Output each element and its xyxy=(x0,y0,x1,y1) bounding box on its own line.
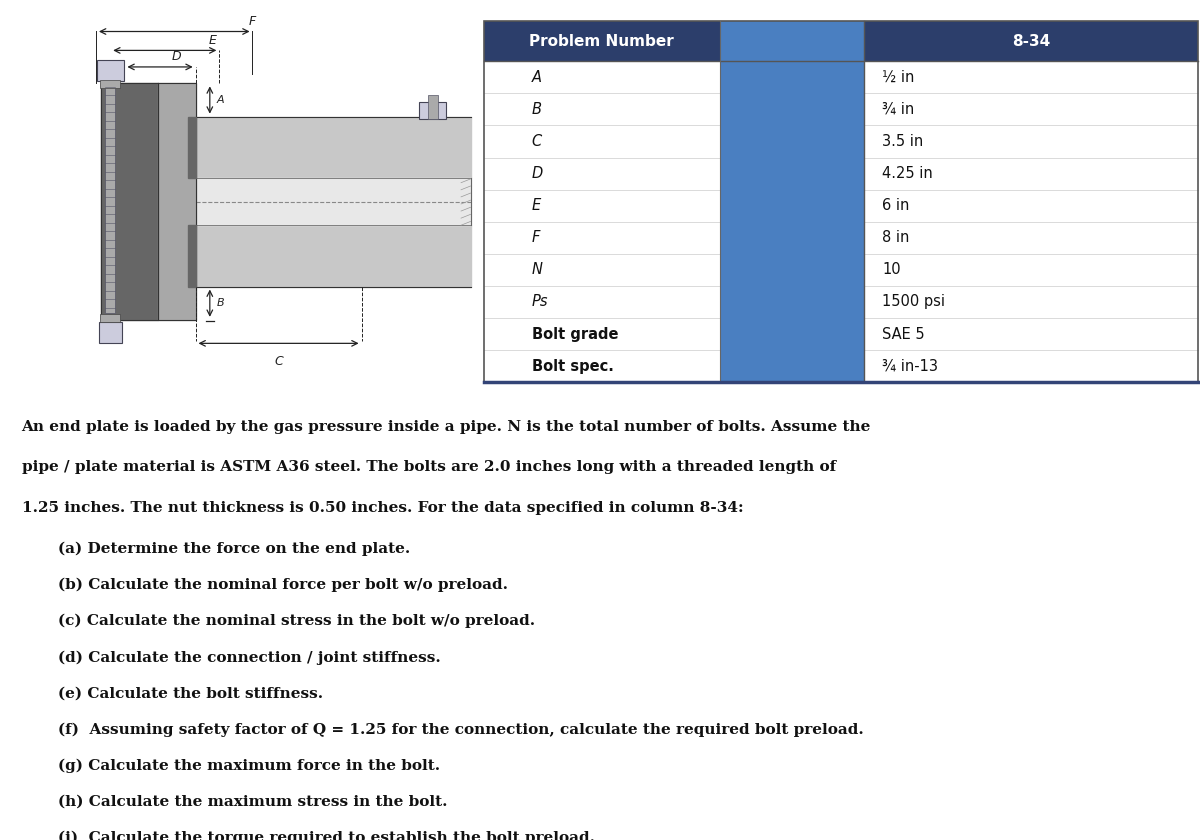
Text: 4.25 in: 4.25 in xyxy=(882,166,932,181)
Text: (c) Calculate the nominal stress in the bolt w/o preload.: (c) Calculate the nominal stress in the … xyxy=(58,614,535,628)
Text: B: B xyxy=(532,102,541,117)
Text: F: F xyxy=(532,230,540,245)
Bar xyxy=(484,21,720,61)
Text: F: F xyxy=(248,15,256,28)
Text: A: A xyxy=(217,95,224,105)
Bar xyxy=(864,21,1198,61)
Text: (b) Calculate the nominal force per bolt w/o preload.: (b) Calculate the nominal force per bolt… xyxy=(58,578,508,592)
Text: (i)  Calculate the torque required to establish the bolt preload.: (i) Calculate the torque required to est… xyxy=(58,831,595,840)
Bar xyxy=(720,21,864,382)
Text: pipe / plate material is ASTM A36 steel. The bolts are 2.0 inches long with a th: pipe / plate material is ASTM A36 steel.… xyxy=(22,460,836,475)
Text: Problem Number: Problem Number xyxy=(529,34,674,49)
Text: D: D xyxy=(532,166,542,181)
Text: 3.5 in: 3.5 in xyxy=(882,134,923,149)
Text: E: E xyxy=(209,34,216,46)
Text: D: D xyxy=(172,50,181,63)
FancyBboxPatch shape xyxy=(97,60,124,81)
Text: C: C xyxy=(274,355,283,368)
Polygon shape xyxy=(196,225,470,286)
Text: E: E xyxy=(532,198,541,213)
Bar xyxy=(101,313,120,322)
Polygon shape xyxy=(196,178,470,225)
Polygon shape xyxy=(157,83,196,320)
FancyBboxPatch shape xyxy=(419,102,446,119)
Text: B: B xyxy=(217,298,224,308)
Text: 1.25 inches. The nut thickness is 0.50 inches. For the data specified in column : 1.25 inches. The nut thickness is 0.50 i… xyxy=(22,501,743,515)
Text: (d) Calculate the connection / joint stiffness.: (d) Calculate the connection / joint sti… xyxy=(58,650,440,664)
Text: ¾ in-13: ¾ in-13 xyxy=(882,359,938,374)
Bar xyxy=(864,61,1198,382)
Text: (a) Determine the force on the end plate.: (a) Determine the force on the end plate… xyxy=(58,542,410,556)
Bar xyxy=(106,83,115,312)
Text: SAE 5: SAE 5 xyxy=(882,327,925,342)
Polygon shape xyxy=(188,225,196,286)
Text: Bolt spec.: Bolt spec. xyxy=(532,359,613,374)
Polygon shape xyxy=(188,117,196,178)
Text: 10: 10 xyxy=(882,262,901,277)
Bar xyxy=(427,95,438,119)
Text: Ps: Ps xyxy=(532,295,548,309)
Text: ½ in: ½ in xyxy=(882,70,914,85)
FancyBboxPatch shape xyxy=(98,322,122,344)
Bar xyxy=(101,80,120,88)
Text: (f)  Assuming safety factor of Q = 1.25 for the connection, calculate the requir: (f) Assuming safety factor of Q = 1.25 f… xyxy=(58,722,863,737)
Bar xyxy=(720,21,864,61)
Polygon shape xyxy=(196,117,470,178)
Text: 1500 psi: 1500 psi xyxy=(882,295,946,309)
Text: N: N xyxy=(532,262,542,277)
Text: (e) Calculate the bolt stiffness.: (e) Calculate the bolt stiffness. xyxy=(58,686,323,701)
Polygon shape xyxy=(101,83,157,320)
Text: (g) Calculate the maximum force in the bolt.: (g) Calculate the maximum force in the b… xyxy=(58,759,439,773)
Text: (h) Calculate the maximum stress in the bolt.: (h) Calculate the maximum stress in the … xyxy=(58,795,448,809)
Text: A: A xyxy=(532,70,541,85)
Text: 8-34: 8-34 xyxy=(1012,34,1050,49)
Text: C: C xyxy=(532,134,542,149)
Bar xyxy=(484,21,1198,382)
Text: 8 in: 8 in xyxy=(882,230,910,245)
Text: 6 in: 6 in xyxy=(882,198,910,213)
Text: Bolt grade: Bolt grade xyxy=(532,327,618,342)
Bar xyxy=(484,61,720,382)
Text: An end plate is loaded by the gas pressure inside a pipe. N is the total number : An end plate is loaded by the gas pressu… xyxy=(22,420,871,434)
Text: ¾ in: ¾ in xyxy=(882,102,914,117)
